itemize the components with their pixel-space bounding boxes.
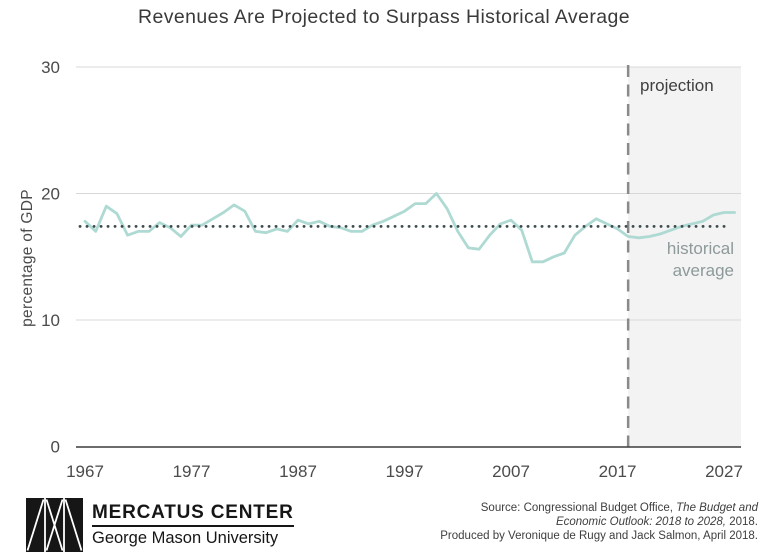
source-line3: Produced by Veronique de Rugy and Jack S… [440,530,758,542]
x-tick-label: 1987 [279,462,317,481]
y-axis-title: percentage of GDP [19,189,36,327]
source-line1-normal: Source: Congressional Budget Office, [480,502,677,514]
x-tick-label: 2027 [705,462,743,481]
source-line1-italic: The Budget and [676,502,758,514]
x-tick-label: 1997 [386,462,424,481]
revenue-line [83,192,736,264]
y-tick-label: 10 [41,311,60,330]
footer: MERCATUS CENTER George Mason University … [0,494,768,557]
x-tick-label: 2007 [492,462,530,481]
projection-region [628,67,741,447]
x-tick-label: 1977 [173,462,211,481]
projection-annotation: projection [640,76,714,95]
brand-text: MERCATUS CENTER George Mason University [92,502,294,549]
x-tick-label: 2017 [599,462,637,481]
x-axis-tick-labels: 1967 1977 1987 1997 2007 2017 2027 [66,462,743,481]
brand-subtitle: George Mason University [92,529,279,548]
source-line2-normal: 2018. [726,516,758,528]
y-tick-label: 0 [51,438,60,457]
y-axis-tick-labels: 0 10 20 30 [41,58,60,457]
y-tick-label: 30 [41,58,60,77]
source-line2-italic: Economic Outlook: 2018 to 2028, [555,516,727,528]
chart-title: Revenues Are Projected to Surpass Histor… [138,6,630,28]
historical-average-annotation-line1: historical [667,239,734,258]
historical-average-annotation-line2: average [673,261,734,280]
source-note: Source: Congressional Budget Office, The… [440,498,758,543]
mercatus-logo-icon [26,498,83,552]
x-tick-label: 1967 [66,462,104,481]
brand-name: MERCATUS CENTER [92,502,294,528]
revenue-chart: 0 10 20 30 1967 1977 1987 1997 2007 2017 2027 per… [19,58,743,481]
brand-block: MERCATUS CENTER George Mason University [26,498,294,552]
gridlines [76,66,741,321]
y-tick-label: 20 [41,185,60,204]
